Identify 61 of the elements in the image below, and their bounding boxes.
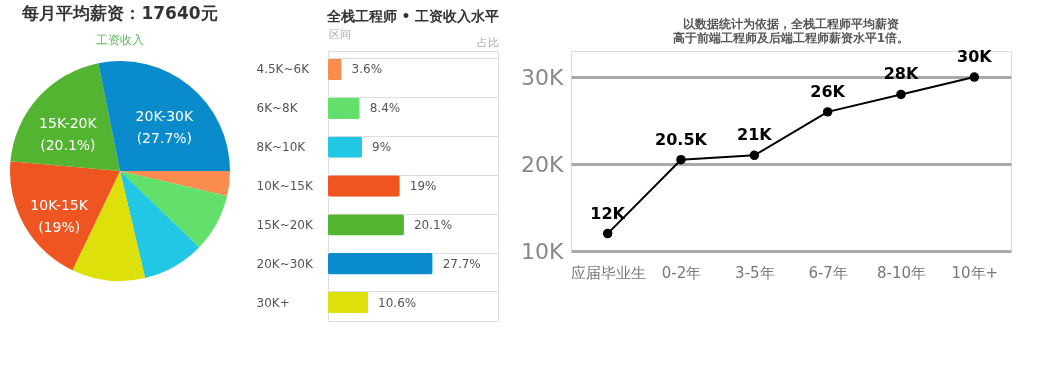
pie-slice [120, 171, 230, 197]
y-tick-label: 10K [521, 238, 565, 264]
text: 12K [590, 203, 625, 223]
y-tick-label: 4.5K~6K [256, 62, 311, 77]
data-label: 19% [409, 179, 437, 193]
slice-label: 20K-30K [135, 107, 194, 124]
x-axis-title: 占比 [476, 35, 499, 49]
chart-title: 全栈工程师 • 工资收入水平 [325, 8, 500, 24]
point [969, 72, 980, 82]
y-tick-label: 8K~10K [256, 140, 307, 155]
data-label: 8.4% [369, 101, 401, 116]
point [896, 89, 906, 100]
data-label: (27.7%) [136, 129, 193, 146]
x-tick-label: 10年+ [951, 263, 999, 282]
y-tick-label: 20K~30K [256, 256, 314, 271]
y-tick-label: 10K~15K [256, 179, 314, 193]
text: 28K [883, 64, 919, 84]
data-label: 20.1% [413, 217, 453, 232]
bar [328, 253, 433, 275]
slice-label: 15K-20K [39, 115, 98, 132]
chart-title: 每月平均薪资：17640元 [21, 3, 218, 23]
data-label: 3.6% [351, 62, 383, 77]
data-label: (19%) [38, 218, 81, 235]
bar [328, 136, 362, 158]
data-label: (20.1%) [40, 137, 96, 154]
text: 以数据统计为依据，全栈工程师平均薪资 [683, 17, 899, 32]
bar [328, 58, 342, 81]
text: 30K [957, 47, 992, 67]
text: 26K [810, 81, 845, 101]
x-tick-label: 应届毕业生 [570, 263, 646, 282]
text: 高于前端工程师及后端工程师薪资水平1倍。 [672, 31, 910, 46]
text: 21K [737, 125, 772, 145]
pie-slice [120, 171, 228, 248]
x-tick-label: 6-7年 [808, 263, 848, 282]
point [602, 228, 613, 239]
data-label: 27.7% [442, 256, 481, 271]
data-label: 10.6% [378, 295, 417, 310]
y-tick-label: 30K+ [256, 295, 290, 310]
pie-slice [98, 61, 230, 171]
y-tick-label: 6K~8K [256, 101, 299, 116]
y-tick-label: 15K~20K [256, 217, 314, 232]
x-tick-label: 8-10年 [876, 263, 927, 282]
y-axis-title: 区间 [328, 27, 351, 41]
x-tick-label: 3-5年 [735, 263, 775, 282]
point [749, 150, 760, 161]
chart-subtitle: 工资收入 [96, 33, 144, 47]
pie-slice [10, 161, 120, 271]
pie-slice [120, 171, 200, 279]
point [676, 154, 686, 165]
bar [328, 175, 400, 197]
data-label: 9% [372, 140, 392, 155]
text: 20.5K [655, 129, 707, 149]
bar [328, 291, 369, 314]
bar [328, 97, 360, 119]
y-tick-label: 20K [521, 151, 565, 177]
y-tick-label: 30K [521, 64, 565, 90]
point [822, 107, 833, 117]
x-tick-label: 0-2年 [661, 263, 702, 282]
slice-label: 10K-15K [30, 196, 89, 213]
bar [328, 214, 404, 236]
pie-slice [10, 63, 120, 171]
